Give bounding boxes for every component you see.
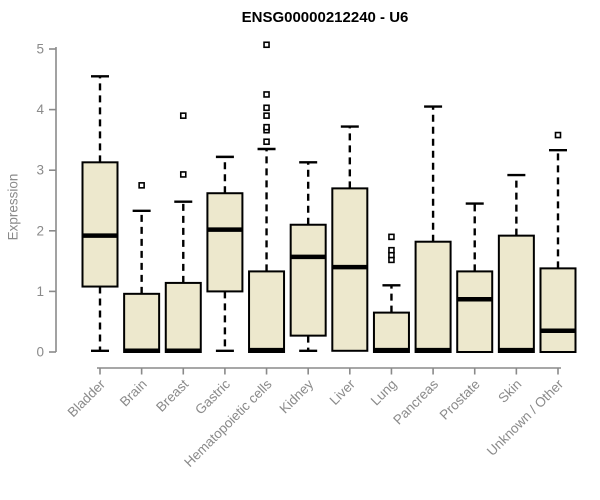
- y-tick-label: 0: [36, 345, 44, 360]
- box-hematopoietic-cells: [248, 270, 286, 354]
- box-liver: [331, 187, 369, 352]
- y-tick-label: 1: [36, 284, 44, 299]
- box-unknown-other: [539, 267, 577, 354]
- outlier-unknown-other: [554, 131, 562, 139]
- outlier-hematopoietic-cells: [263, 138, 270, 146]
- x-tick-label-lung: Lung: [368, 377, 400, 409]
- x-tick-label-bladder: Bladder: [65, 376, 109, 420]
- x-tick-label-kidney: Kidney: [277, 376, 317, 416]
- outlier-breast: [179, 112, 187, 119]
- y-tick-label: 5: [36, 42, 44, 57]
- outlier-hematopoietic-cells: [263, 112, 270, 119]
- y-tick-label: 2: [36, 223, 44, 238]
- box-gastric: [206, 192, 244, 293]
- chart-title: ENSG00000212240 - U6: [241, 9, 409, 26]
- box-skin: [497, 234, 535, 353]
- outlier-hematopoietic-cells: [263, 123, 270, 131]
- outlier-hematopoietic-cells: [263, 91, 270, 98]
- box-kidney: [289, 223, 327, 337]
- box-bladder: [81, 161, 119, 288]
- x-tick-label-liver: Liver: [327, 376, 359, 408]
- x-tick-label-skin: Skin: [495, 377, 524, 406]
- outlier-brain: [138, 182, 145, 189]
- x-tick-label-breast: Breast: [153, 376, 191, 414]
- y-axis-title: Expression: [5, 173, 21, 241]
- box-breast: [164, 281, 202, 353]
- x-tick-label-pancreas: Pancreas: [390, 376, 441, 427]
- box-prostate: [456, 270, 494, 354]
- outlier-hematopoietic-cells: [263, 104, 270, 112]
- y-tick-label: 3: [36, 163, 44, 178]
- x-tick-label-brain: Brain: [117, 377, 150, 410]
- box-brain: [123, 292, 161, 354]
- outlier-lung: [388, 233, 395, 241]
- y-tick-label: 4: [36, 102, 44, 117]
- x-tick-label-prostate: Prostate: [437, 377, 483, 423]
- box-pancreas: [414, 240, 452, 353]
- outlier-breast: [179, 171, 187, 178]
- outlier-lung: [388, 246, 395, 254]
- outlier-hematopoietic-cells: [263, 41, 270, 49]
- x-tick-label-unknown-other: Unknown / Other: [484, 376, 567, 459]
- x-tick-label-gastric: Gastric: [192, 376, 233, 417]
- box-lung: [372, 311, 410, 353]
